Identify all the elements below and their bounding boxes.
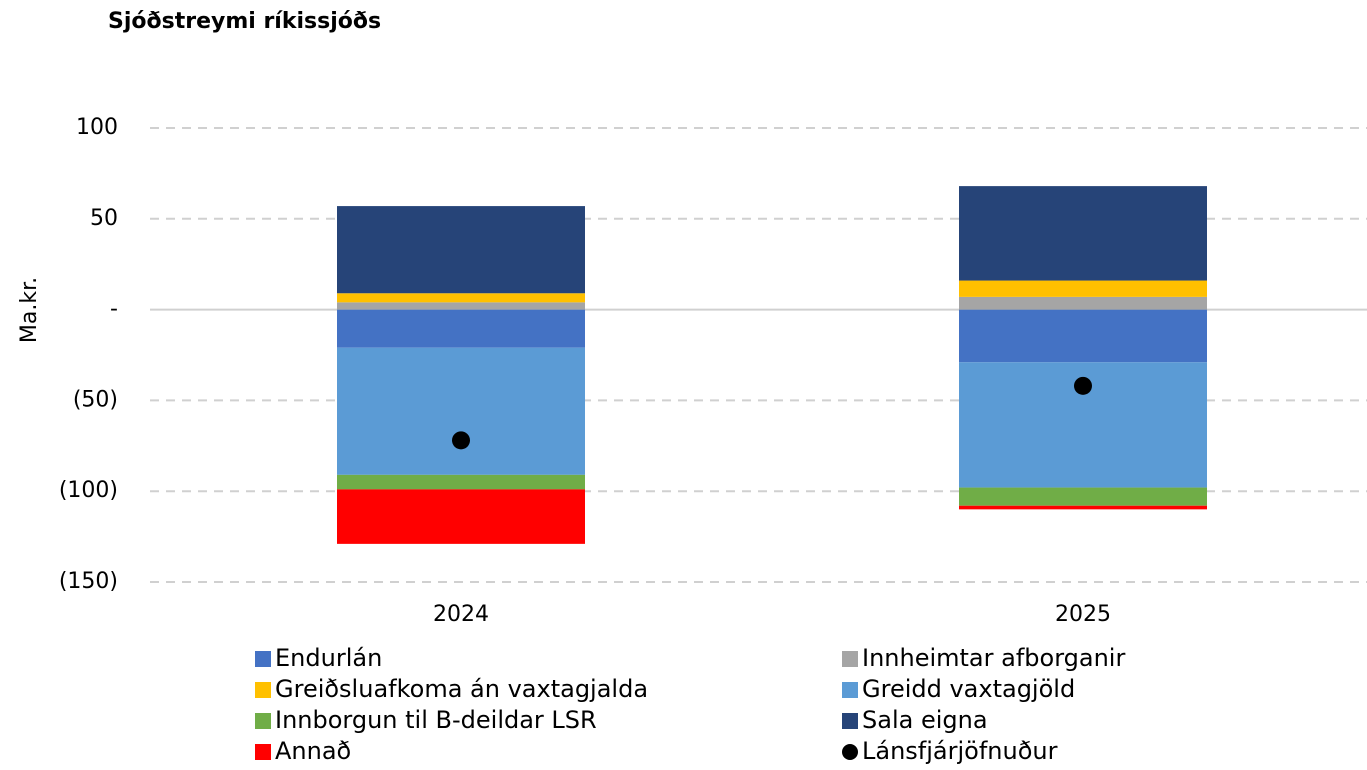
dot [1074, 376, 1092, 395]
y-tick-label: - [110, 297, 118, 322]
y-tick-label: (100) [59, 478, 118, 503]
bar-segment [337, 302, 585, 310]
bar-segment [337, 489, 585, 544]
bar-segment [337, 347, 585, 475]
legend-label: Innborgun til B-deildar LSR [275, 706, 597, 734]
legend-marker [842, 682, 858, 698]
legend-label: Endurlán [275, 644, 382, 672]
x-tick-label: 2025 [1055, 602, 1111, 627]
legend-marker [842, 713, 858, 729]
legend-marker [255, 651, 271, 667]
legend-label: Sala eigna [862, 706, 988, 734]
bar-segment [959, 296, 1207, 310]
legend-label: Greiðsluafkoma án vaxtagjalda [275, 675, 648, 703]
bar-segment [959, 186, 1207, 281]
y-tick-label: (50) [73, 387, 118, 412]
dot [452, 431, 470, 450]
legend-label: Annað [275, 737, 351, 765]
legend-label: Greidd vaxtagjöld [862, 675, 1075, 703]
legend-label: Innheimtar afborganir [862, 644, 1125, 672]
bar-segment [959, 309, 1207, 363]
legend-marker [255, 744, 271, 760]
y-tick-label: 100 [76, 115, 118, 140]
bar-segment [959, 487, 1207, 506]
bar-segment [337, 206, 585, 294]
x-tick-label: 2024 [433, 602, 489, 627]
bar-segment [959, 505, 1207, 510]
legend-marker [842, 744, 858, 760]
y-axis-label: Ma.kr. [17, 277, 42, 343]
bar-segment [337, 293, 585, 303]
legend-marker [255, 682, 271, 698]
legend-label: Lánsfjárjöfnuður [862, 737, 1058, 765]
chart-title: Sjóðstreymi ríkissjóðs [108, 9, 381, 34]
bar-segment [959, 280, 1207, 297]
bar-segment [337, 309, 585, 348]
legend-marker [255, 713, 271, 729]
y-tick-label: (150) [59, 569, 118, 594]
bar-segment [337, 474, 585, 490]
legend-marker [842, 651, 858, 667]
y-tick-label: 50 [90, 206, 118, 231]
